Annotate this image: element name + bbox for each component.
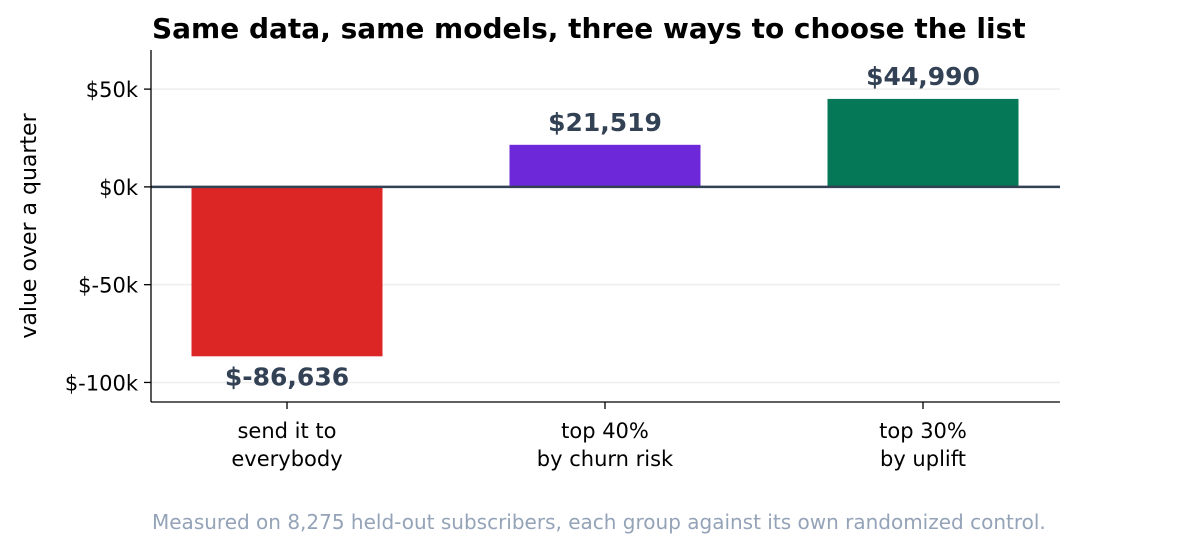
axes (144, 50, 1060, 409)
x-tick-label-line: send it to (237, 419, 336, 443)
y-tick-labels: $50k $0k $-50k $-100k (65, 78, 139, 395)
x-tick-label: top 30% by uplift (879, 419, 967, 471)
x-tick-label-line: by uplift (880, 447, 966, 471)
x-tick-label-line: top 30% (879, 419, 967, 443)
x-tick-label: send it to everybody (231, 419, 342, 471)
bar (827, 98, 1019, 187)
y-axis-label: value over a quarter (17, 112, 42, 338)
x-tick-label-line: everybody (231, 447, 342, 471)
x-tick-label-line: by churn risk (537, 447, 674, 471)
chart-title: Same data, same models, three ways to ch… (152, 12, 1026, 45)
bars (191, 98, 1019, 357)
y-tick-label: $-50k (78, 274, 139, 298)
y-tick-label: $0k (99, 176, 139, 200)
y-tick-label: $-100k (65, 371, 139, 395)
chart-caption: Measured on 8,275 held-out subscribers, … (152, 510, 1046, 534)
data-label: $21,519 (548, 108, 662, 137)
data-label: $44,990 (866, 62, 980, 91)
data-label: $-86,636 (225, 362, 349, 391)
data-labels: $-86,636 $21,519 $44,990 (225, 62, 980, 391)
bar (191, 186, 383, 357)
bar (509, 144, 701, 187)
x-tick-label: top 40% by churn risk (537, 419, 674, 471)
y-tick-label: $50k (86, 78, 139, 102)
x-tick-label-line: top 40% (561, 419, 649, 443)
